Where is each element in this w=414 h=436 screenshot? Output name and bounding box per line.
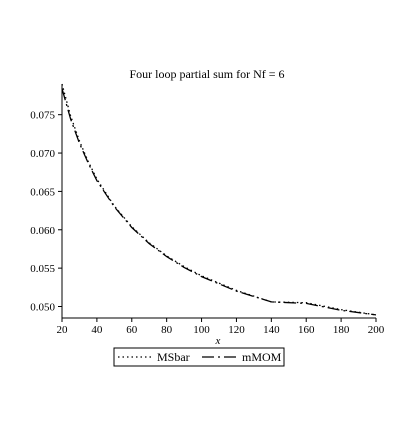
x-tick-label: 120 bbox=[228, 324, 245, 336]
y-tick-label: 0.075 bbox=[30, 110, 55, 122]
x-tick-label: 80 bbox=[161, 324, 173, 336]
x-axis-label: x bbox=[215, 335, 221, 347]
series-line-mmom bbox=[61, 88, 377, 316]
x-tick-label: 160 bbox=[298, 324, 315, 336]
x-tick-label: 40 bbox=[91, 324, 103, 336]
y-tick-label: 0.050 bbox=[30, 301, 55, 313]
legend-label-mmom: mMOM bbox=[242, 350, 282, 364]
x-tick-label: 140 bbox=[263, 324, 280, 336]
plot-area: 20 40 60 80 100 120 140 160 180 200 0.050 0.055 0.06… bbox=[30, 83, 385, 336]
x-tick-label: 180 bbox=[333, 324, 350, 336]
y-tick-label: 0.055 bbox=[30, 263, 55, 275]
x-tick-label: 200 bbox=[368, 324, 385, 336]
y-tick-label: 0.065 bbox=[30, 186, 55, 198]
legend: MSbar mMOM bbox=[113, 347, 285, 367]
x-tick-label: 100 bbox=[193, 324, 210, 336]
chart-title: Four loop partial sum for Nf = 6 bbox=[129, 67, 284, 81]
y-tick-label: 0.070 bbox=[30, 148, 55, 160]
x-tick-label: 60 bbox=[126, 324, 138, 336]
y-tick-label: 0.060 bbox=[30, 225, 55, 237]
legend-label-msbar: MSbar bbox=[157, 350, 190, 364]
legend-box bbox=[113, 347, 285, 367]
x-tick-label: 20 bbox=[57, 324, 69, 336]
